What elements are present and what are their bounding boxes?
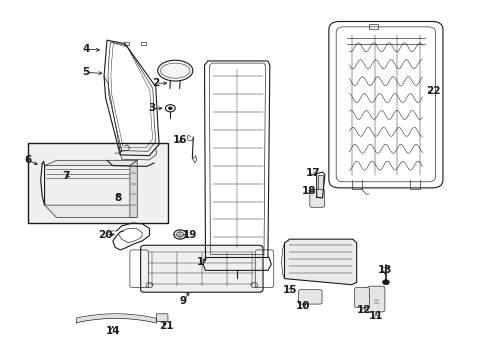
Text: 16: 16 bbox=[173, 135, 187, 145]
Circle shape bbox=[168, 107, 172, 110]
Bar bbox=[124, 42, 129, 45]
Bar bbox=[141, 42, 145, 45]
Text: 20: 20 bbox=[98, 230, 113, 239]
Bar bbox=[368, 24, 377, 29]
Text: 14: 14 bbox=[105, 325, 120, 336]
Bar bbox=[317, 175, 322, 195]
FancyBboxPatch shape bbox=[366, 286, 384, 312]
Text: 2: 2 bbox=[152, 78, 159, 88]
Bar bbox=[232, 276, 240, 282]
Ellipse shape bbox=[158, 60, 192, 81]
Polygon shape bbox=[284, 239, 356, 285]
Text: 19: 19 bbox=[183, 230, 197, 239]
FancyBboxPatch shape bbox=[354, 288, 368, 308]
Text: 18: 18 bbox=[302, 186, 316, 197]
Text: 22: 22 bbox=[426, 86, 440, 96]
Text: 7: 7 bbox=[62, 171, 69, 181]
Text: 10: 10 bbox=[295, 301, 309, 311]
Text: 11: 11 bbox=[368, 311, 383, 321]
Text: 15: 15 bbox=[282, 285, 297, 296]
Text: 9: 9 bbox=[180, 296, 187, 306]
FancyBboxPatch shape bbox=[141, 245, 263, 292]
FancyBboxPatch shape bbox=[309, 189, 324, 207]
Text: 1: 1 bbox=[197, 257, 204, 267]
Text: 12: 12 bbox=[356, 305, 370, 315]
Text: 8: 8 bbox=[114, 193, 121, 203]
Text: 17: 17 bbox=[305, 168, 320, 178]
FancyBboxPatch shape bbox=[298, 290, 322, 304]
Polygon shape bbox=[44, 160, 137, 166]
Text: 6: 6 bbox=[24, 155, 31, 165]
Text: 4: 4 bbox=[82, 44, 89, 54]
Polygon shape bbox=[44, 205, 135, 218]
Text: 5: 5 bbox=[82, 67, 89, 77]
Circle shape bbox=[173, 230, 186, 239]
FancyBboxPatch shape bbox=[156, 314, 167, 321]
Bar bbox=[27, 143, 167, 223]
Text: 3: 3 bbox=[148, 103, 155, 113]
Polygon shape bbox=[130, 160, 137, 218]
Text: 13: 13 bbox=[377, 265, 391, 275]
Circle shape bbox=[382, 280, 388, 285]
Text: 21: 21 bbox=[159, 321, 173, 331]
